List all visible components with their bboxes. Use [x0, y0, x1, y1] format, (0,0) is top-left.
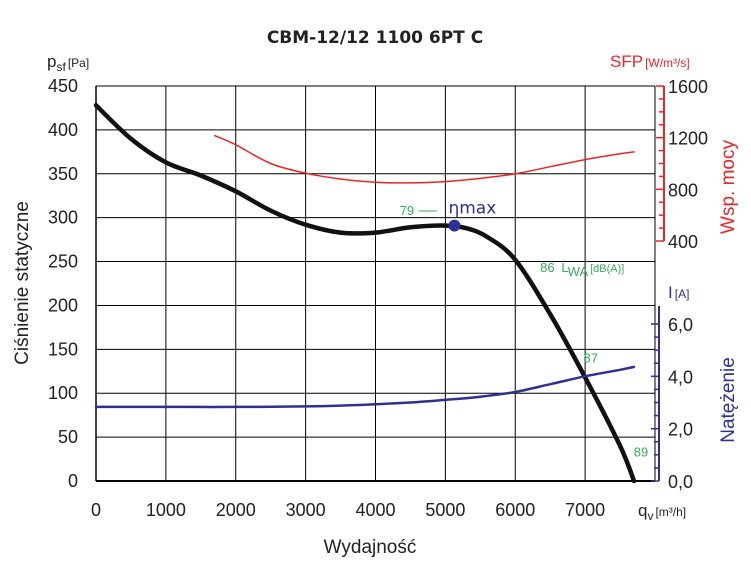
eta-max-point: [448, 219, 461, 232]
y-left-tick-label: 0: [68, 471, 78, 491]
y-left-unit-unit: [Pa]: [68, 56, 89, 70]
y-right-top-tick-label: 400: [668, 232, 698, 252]
y-right-top-unit: SFP [W/m³/s]: [610, 52, 690, 71]
y-right-bottom-unit-unit: [A]: [675, 287, 690, 301]
y-right-top-axis-title: Wsp. mocy: [718, 140, 739, 234]
series-static-pressure-line: [93, 103, 637, 484]
y-right-top-tick-label: 800: [668, 180, 698, 200]
x-tick-label: 6000: [495, 500, 535, 520]
x-unit-unit: [m³/h]: [655, 505, 686, 519]
y-right-bottom-tick-label: 0,0: [668, 472, 693, 492]
x-tick-label: 5000: [425, 500, 465, 520]
y-left-tick-label: 400: [48, 120, 78, 140]
y-right-top-tick-label: 1200: [668, 129, 708, 149]
annotations: ηmax 79 86 87 89 LWA [dB(A)]: [400, 199, 649, 460]
x-tick-label: 1000: [146, 500, 186, 520]
x-tick-label: 0: [91, 500, 101, 520]
y-left-tick-label: 300: [48, 208, 78, 228]
x-unit-symbol: q: [638, 501, 647, 520]
x-tick-label: 4000: [355, 500, 395, 520]
y-right-top-unit-symbol: SFP: [610, 52, 643, 71]
y-right-bottom-tick-label: 6,0: [668, 315, 693, 335]
y-right-bottom-tick-label: 4,0: [668, 367, 693, 387]
y-right-bottom-unit: I [A]: [668, 283, 689, 302]
y-left-unit: psf [Pa]: [47, 52, 89, 74]
axes: 0 1000 2000 3000 4000 5000 6000 7000 0 50 100 150 20…: [12, 52, 739, 558]
chart-title: CBM-12/12 1100 6PT C: [267, 28, 483, 48]
x-tick-label: 3000: [286, 500, 326, 520]
x-tick-label: 2000: [216, 500, 256, 520]
eta-max-label: ηmax: [448, 199, 496, 219]
y-left-tick-label: 150: [48, 339, 78, 359]
y-left-tick-label: 100: [48, 383, 78, 403]
lwa-symbol: L: [561, 260, 568, 275]
noise-level-label: 87: [583, 351, 597, 366]
y-left-tick-label: 250: [48, 252, 78, 272]
lwa-label: LWA [dB(A)]: [561, 260, 624, 279]
y-left-axis-title: Ciśnienie statyczne: [12, 201, 33, 365]
x-axis-title: Wydajność: [324, 537, 417, 558]
y-left-unit-symbol: p: [47, 52, 56, 71]
y-right-top-tick-label: 1600: [668, 77, 708, 97]
y-left-tick-label: 200: [48, 295, 78, 315]
y-right-bottom-axis-title: Natężenie: [718, 357, 739, 443]
x-unit: qv [m³/h]: [638, 501, 686, 523]
noise-level-label: 89: [634, 444, 648, 459]
y-right-bottom-unit-symbol: I: [668, 283, 673, 302]
y-left-tick-label: 450: [48, 76, 78, 96]
series-group: [93, 103, 637, 484]
y-left-tick-label: 50: [58, 427, 78, 447]
lwa-unit: [dB(A)]: [590, 263, 624, 275]
y-right-bottom-tick-label: 2,0: [668, 420, 693, 440]
noise-level-label: 79: [400, 203, 414, 218]
series-sfp-line: [214, 134, 635, 184]
series-current-line: [94, 365, 636, 409]
x-unit-sub: v: [647, 509, 653, 523]
x-tick-label: 7000: [565, 500, 605, 520]
noise-level-label: 86: [540, 260, 554, 275]
y-right-top-unit-unit: [W/m³/s]: [645, 56, 690, 70]
lwa-sub: WA: [568, 264, 589, 279]
y-left-tick-label: 350: [48, 164, 78, 184]
y-left-unit-sub: sf: [56, 60, 66, 74]
